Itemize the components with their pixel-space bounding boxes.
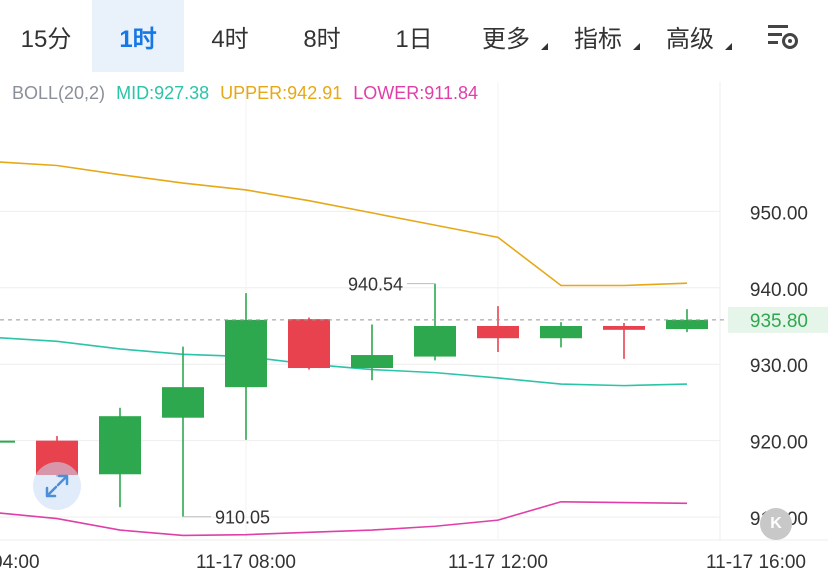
boll-upper-value: UPPER:942.91 [220, 83, 343, 103]
tab-15m[interactable]: 15分 [20, 25, 72, 53]
expand-icon [45, 474, 69, 498]
boll-lower-value: LOWER:911.84 [353, 83, 478, 103]
chart-settings-icon [768, 25, 798, 49]
candle-up [540, 326, 582, 339]
tab-advanced[interactable]: 高级 [644, 0, 736, 72]
indicator-name: BOLL(20,2) [12, 83, 106, 103]
candle-up [162, 387, 204, 418]
tab-more[interactable]: 更多 [460, 0, 552, 72]
boll-mid-value: MID:927.38 [116, 83, 210, 103]
y-tick-label: 950.00 [750, 203, 808, 224]
candle-up [351, 355, 393, 369]
boll-indicator-legend[interactable]: BOLL(20,2) MID:927.38 UPPER:942.91 LOWER… [12, 83, 484, 104]
candle-up [414, 326, 456, 357]
x-tick-label: 11-17 12:00 [448, 552, 548, 573]
k-line-button[interactable]: K [760, 508, 792, 540]
timeframe-tabs: 15分 1时 4时 8时 1日 更多 指标 高级 [0, 0, 828, 72]
candle-up [666, 319, 708, 330]
candle-up [225, 319, 267, 388]
x-tick-label: 11-17 08:00 [196, 552, 296, 573]
tab-4h[interactable]: 4时 [211, 25, 249, 53]
high-annotation: 940.54 [348, 275, 403, 295]
expand-chart-button[interactable] [33, 462, 81, 510]
boll-mid-line [0, 337, 688, 387]
low-annotation: 910.05 [215, 508, 270, 528]
y-tick-label: 940.00 [750, 280, 808, 301]
x-tick-label: 04:00 [0, 552, 40, 573]
candle-up [99, 416, 141, 475]
candle-down [603, 326, 645, 330]
dropdown-triangle-icon [541, 43, 548, 50]
current-price-label: 935.80 [750, 311, 808, 332]
tab-1h[interactable]: 1时 [92, 0, 184, 72]
tab-indicators[interactable]: 指标 [552, 0, 644, 72]
tab-1d[interactable]: 1日 [395, 25, 433, 53]
candle-down [288, 319, 330, 369]
y-tick-label: 920.00 [750, 433, 808, 454]
dropdown-triangle-icon [633, 43, 640, 50]
dropdown-triangle-icon [725, 43, 732, 50]
boll-lower-line [0, 500, 688, 537]
y-tick-label: 930.00 [750, 356, 808, 377]
candle-up [0, 440, 15, 443]
chart-settings-button[interactable] [738, 0, 828, 72]
boll-upper-line [0, 161, 688, 287]
x-tick-label: 11-17 16:00 [706, 552, 806, 573]
current-price-badge [728, 306, 828, 333]
tab-8h[interactable]: 8时 [303, 25, 341, 53]
candle-down [477, 326, 519, 339]
